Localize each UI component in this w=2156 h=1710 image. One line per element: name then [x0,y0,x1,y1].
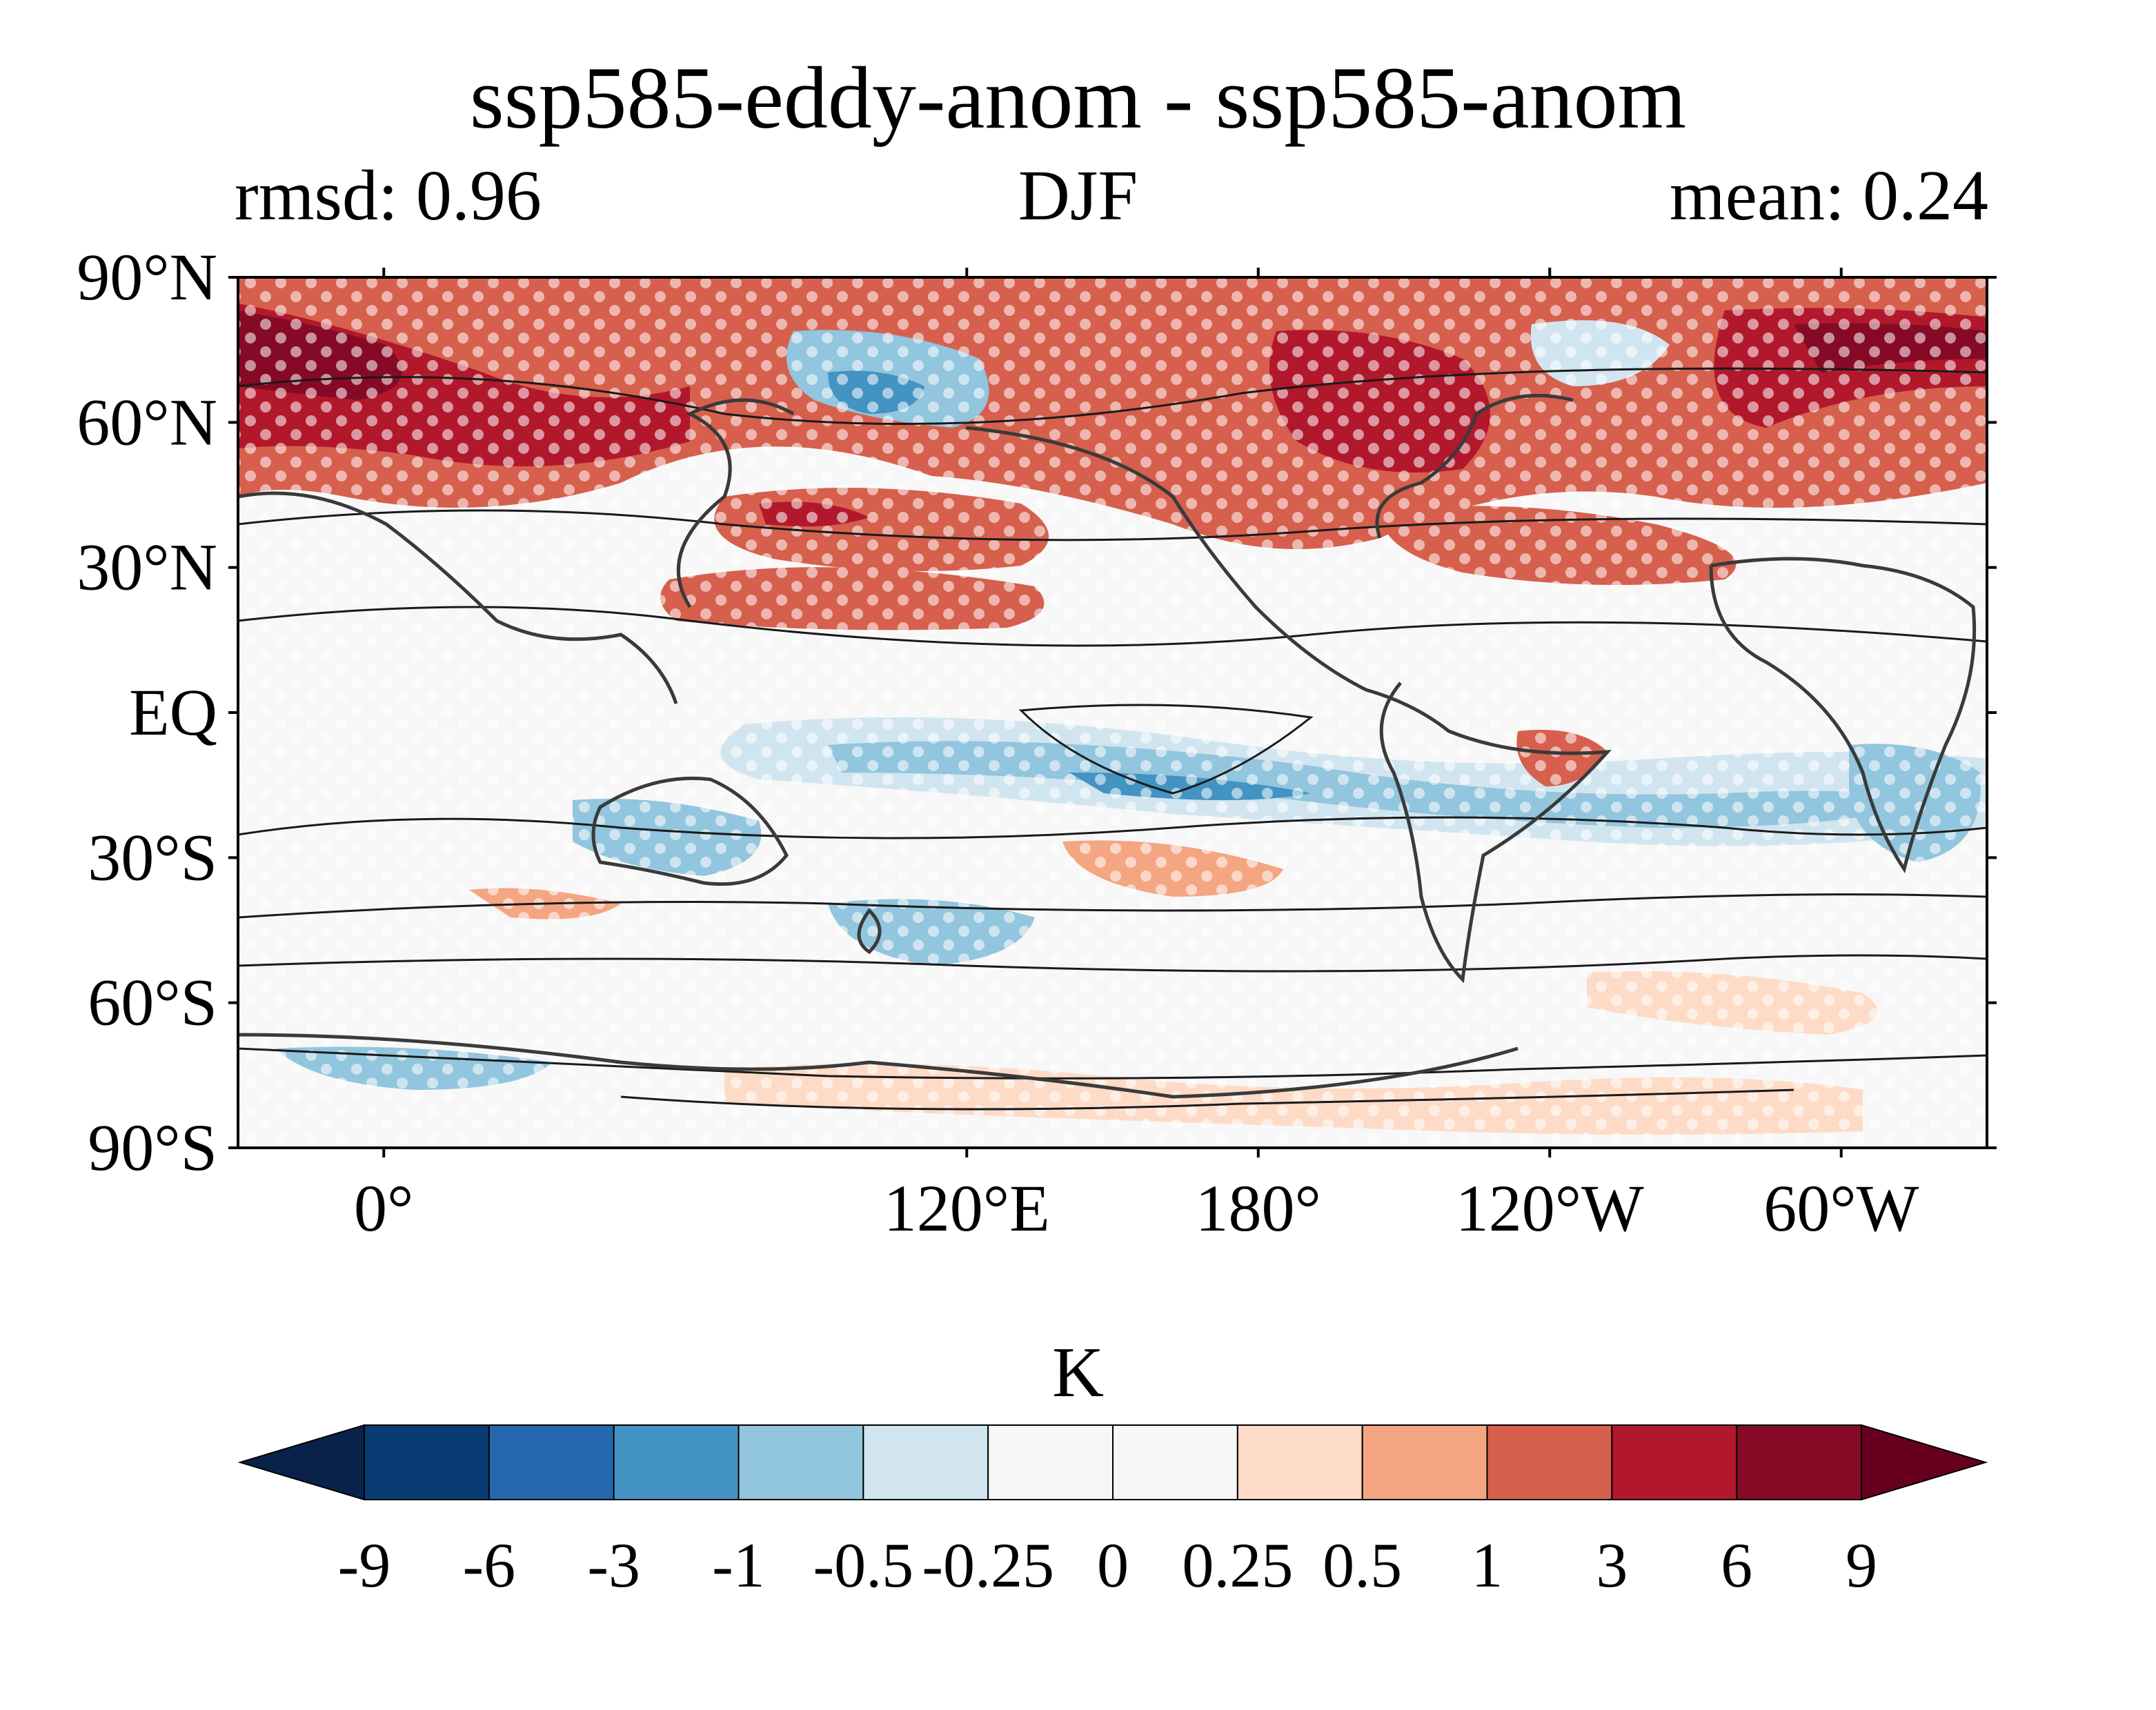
significance-stippling [238,277,1987,1148]
colorbar-tick-label: -9 [338,1530,391,1600]
lat-axis: 90°N 60°N 30°N EQ 30°S 60°S 90°S [77,240,1997,1184]
colorbar-ticks: -9 -6 -3 -1 -0.5 -0.25 0 0.25 0.5 1 3 6 9 [338,1530,1877,1600]
lon-tick-label: 180° [1196,1171,1321,1245]
lat-tick-label: EQ [129,675,217,749]
colorbar-bin [1112,1424,1238,1500]
colorbar-units: K [1051,1333,1105,1412]
colorbar-extend-min [237,1424,365,1501]
colorbar-tick-label: -0.25 [922,1530,1054,1600]
colorbar-bin [613,1424,740,1500]
colorbar-bin [364,1424,490,1500]
lat-tick-label: 90°N [77,240,217,314]
colorbar-tick-label: -6 [463,1530,516,1600]
colorbar-tick-label: 6 [1721,1530,1752,1600]
colorbar-bin [1236,1424,1363,1500]
coastlines [238,393,1977,1099]
lon-tick-label: 60°W [1763,1171,1919,1245]
colorbar-tick-label: -0.5 [813,1530,914,1600]
lat-tick-label: 90°S [88,1111,217,1184]
colorbar [237,1424,1988,1501]
lat-tick-label: 30°S [88,820,217,894]
colorbar-bin [488,1424,615,1500]
lat-tick-label: 30°N [77,530,217,604]
colorbar-bin [738,1424,864,1500]
lon-axis: 120°E 180° 120°W 60°W 0° [354,268,1919,1245]
lat-tick-label: 60°S [88,966,217,1040]
colorbar-bin [1736,1424,1863,1500]
colorbar-bin [862,1424,989,1500]
colorbar-tick-label: 9 [1846,1530,1877,1600]
anomaly-field [238,277,1987,1148]
colorbar-extend-max [1861,1424,1988,1501]
lat-tick-label: 60°N [77,385,217,459]
colorbar-bin [1361,1424,1488,1500]
climatology-contours [238,367,1987,1111]
colorbar-tick-label: 0.5 [1323,1530,1402,1600]
colorbar-tick-label: 3 [1596,1530,1628,1600]
season-label: DJF [1018,156,1138,235]
colorbar-bin [1611,1424,1738,1500]
colorbar-tick-label: 0 [1097,1530,1129,1600]
colorbar-bin [1486,1424,1613,1500]
colorbar-tick-label: 1 [1472,1530,1503,1600]
colorbar-bin [987,1424,1114,1500]
lon-tick-label: 120°W [1456,1171,1644,1245]
colorbar-tick-label: -3 [587,1530,640,1600]
colorbar-tick-label: 0.25 [1182,1530,1293,1600]
lon-tick-label: 0° [354,1171,413,1245]
lon-tick-label: 120°E [884,1171,1050,1245]
rmsd-label: rmsd: 0.96 [235,156,542,235]
mean-label: mean: 0.24 [1669,156,1988,235]
map-title: ssp585-eddy-anom - ssp585-anom [469,49,1687,147]
colorbar-tick-label: -1 [712,1530,765,1600]
